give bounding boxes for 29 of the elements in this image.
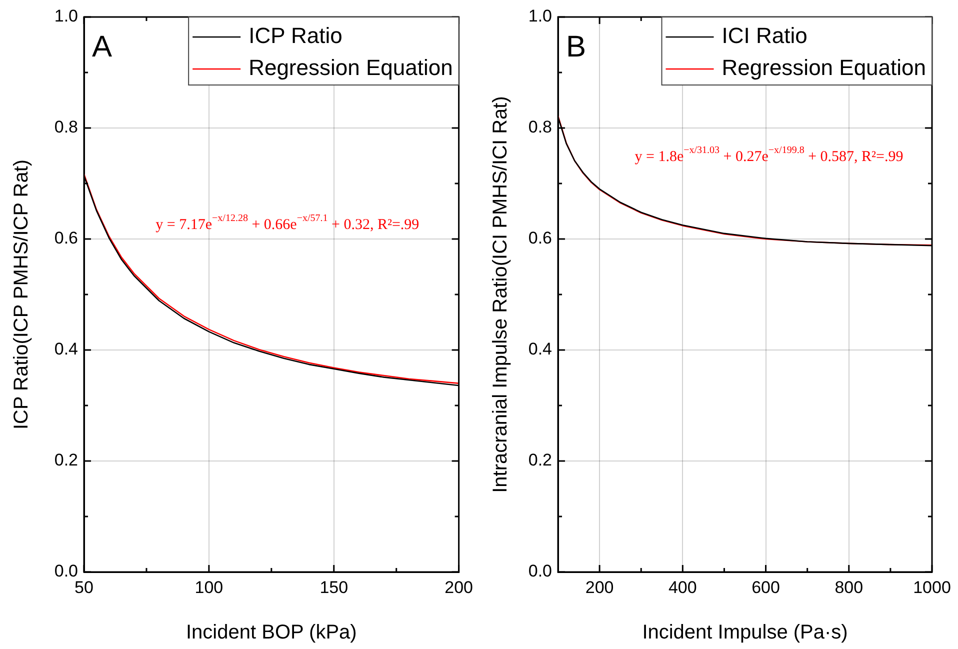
legend-label: Regression Equation [722, 55, 926, 80]
y-tick-label: 1.0 [54, 6, 78, 26]
legend-label: ICP Ratio [248, 23, 342, 48]
annotation: B [566, 30, 586, 64]
y-tick-label: 0.4 [54, 340, 78, 359]
x-tick-label: 1000 [913, 578, 951, 597]
y-axis-title: Intracranial Impulse Ratio(ICI PMHS/ICI Rat) [490, 96, 512, 493]
x-tick-label: 100 [194, 578, 224, 597]
y-tick-label: 0.4 [528, 340, 552, 359]
x-tick-label: 200 [585, 578, 614, 597]
y-tick-label: 0.8 [54, 118, 78, 137]
y-tick-label: 0.2 [528, 450, 552, 470]
y-tick-label: 0.6 [528, 228, 552, 248]
legend-label: Regression Equation [248, 55, 453, 80]
y-tick-label: 1.0 [528, 6, 552, 26]
annotation: A [92, 30, 112, 64]
x-tick-label: 150 [320, 578, 348, 597]
x-tick-label: 600 [752, 578, 780, 597]
y-tick-label: 0.8 [528, 118, 552, 137]
x-axis-title: Incident BOP (kPa) [186, 622, 357, 644]
x-tick-label: 800 [834, 578, 864, 597]
y-axis-title: ICP Ratio(ICP PMHS/ICP Rat) [10, 159, 33, 430]
legend-label: ICI Ratio [722, 23, 808, 48]
y-tick-label: 0.2 [54, 450, 78, 470]
x-tick-label: 200 [444, 578, 474, 597]
y-tick-label: 0.6 [54, 228, 78, 248]
x-tick-label: 400 [668, 578, 697, 597]
y-tick-label: 0.0 [528, 562, 552, 581]
x-axis-title: Incident Impulse (Pa·s) [642, 622, 848, 644]
